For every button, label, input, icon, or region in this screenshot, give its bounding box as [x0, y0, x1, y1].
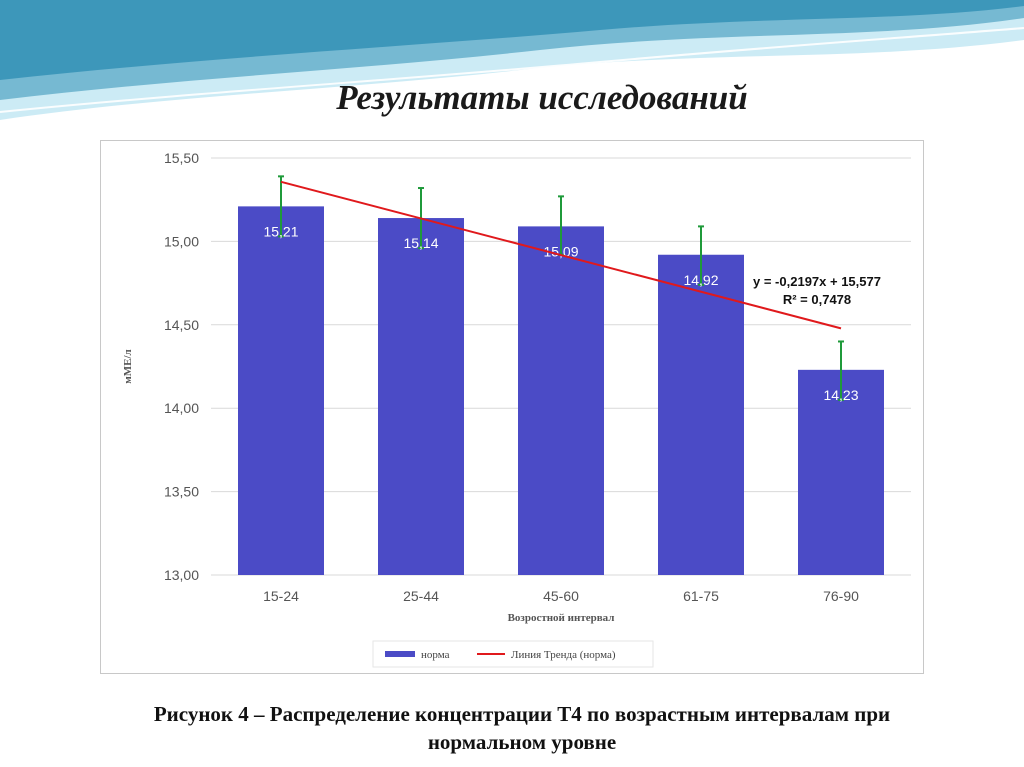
y-axis-title: мМЕ/л: [122, 349, 134, 383]
legend-swatch-bar: [385, 651, 415, 657]
header-wave-decoration: [0, 0, 1024, 120]
trend-equation: y = -0,2197x + 15,577: [753, 274, 881, 289]
x-tick-label: 45-60: [543, 588, 579, 604]
caption-line-2: нормальном уровне: [427, 730, 617, 754]
y-tick-label: 14,00: [164, 400, 199, 416]
bar: [798, 369, 884, 575]
y-tick-label: 14,50: [164, 317, 199, 333]
bar: [378, 218, 464, 575]
bar: [658, 254, 744, 575]
x-tick-label: 15-24: [263, 588, 299, 604]
x-axis-title: Возростной интервал: [508, 612, 615, 624]
slide-title: Результаты исследований: [336, 78, 748, 117]
caption-line-1: Рисунок 4 – Распределение концентрации Т…: [153, 702, 891, 726]
legend-label-bar: норма: [421, 649, 450, 661]
y-tick-label: 15,00: [164, 233, 199, 249]
bar-chart: 13,00 13,50 14,00 14,50 15,00 15,50 мМЕ/л 15,21…: [122, 150, 911, 668]
x-tick-label: 61-75: [683, 588, 719, 604]
data-label: 14,23: [823, 387, 858, 403]
y-tick-label: 13,00: [164, 567, 199, 583]
trend-r2: R² = 0,7478: [783, 292, 851, 307]
x-tick-label: 76-90: [823, 588, 859, 604]
data-label: 15,14: [403, 235, 438, 251]
y-tick-label: 13,50: [164, 484, 199, 500]
data-label: 14,92: [683, 272, 718, 288]
legend-label-trend: Линия Тренда (норма): [511, 649, 616, 661]
y-tick-label: 15,50: [164, 150, 199, 166]
chart-frame: 13,00 13,50 14,00 14,50 15,00 15,50 мМЕ/л 15,21…: [100, 140, 924, 674]
bar: [518, 226, 604, 575]
data-label: 15,09: [543, 243, 578, 259]
x-tick-label: 25-44: [403, 588, 439, 604]
figure-caption: Рисунок 4 – Распределение концентрации Т…: [40, 700, 1004, 756]
legend-box: [372, 640, 654, 668]
data-label: 15,21: [263, 223, 298, 239]
legend: норма Линия Тренда (норма): [372, 640, 654, 668]
trend-line: [280, 180, 842, 330]
wave-dark-band: [0, 0, 1024, 80]
bar: [238, 206, 324, 575]
wave-highlight-line: [0, 27, 1024, 113]
